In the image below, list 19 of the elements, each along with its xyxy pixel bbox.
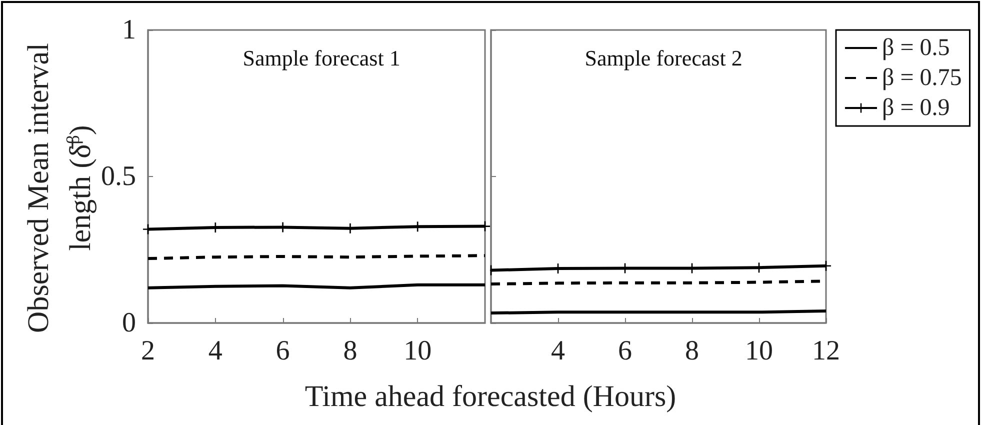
y-tick-label: 1 [122, 14, 136, 46]
x-tick-label: 10 [404, 336, 432, 366]
x-tick-label: 8 [343, 336, 358, 366]
legend-label: β = 0.9 [882, 95, 950, 121]
x-tick-label: 6 [618, 336, 632, 366]
x-tick-label: 4 [208, 336, 222, 366]
x-tick-label: 12 [812, 336, 840, 366]
x-tick-label: 2 [141, 336, 155, 366]
y-tick-label: 0 [122, 308, 136, 338]
y-tick-label: 0.5 [101, 161, 136, 192]
text: Sample forecast 2 [584, 46, 742, 70]
legend-label: β = 0.75 [882, 65, 962, 91]
x-axis-title: Time ahead forecasted (Hours) [304, 380, 678, 414]
x-tick-label: 6 [276, 336, 290, 366]
legend-label: β = 0.5 [882, 35, 950, 61]
text: Sample forecast 1 [242, 46, 400, 70]
x-tick-label: 8 [685, 336, 699, 366]
x-tick-label: 10 [745, 336, 773, 366]
x-tick-label: 4 [551, 336, 565, 366]
